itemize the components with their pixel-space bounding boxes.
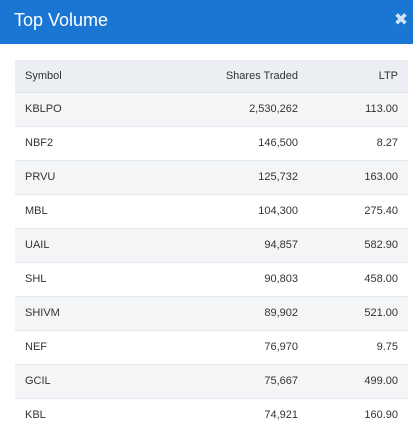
ltp-cell: 9.75 xyxy=(308,330,408,365)
table-header: Symbol Shares Traded LTP xyxy=(15,60,408,93)
table-row[interactable]: NBF2 146,500 8.27 xyxy=(15,126,408,161)
shares-traded-cell: 76,970 xyxy=(135,330,308,365)
shares-traded-cell: 75,667 xyxy=(135,364,308,399)
symbol-cell: NEF xyxy=(15,330,135,365)
ltp-cell: 582.90 xyxy=(308,228,408,263)
ltp-cell: 458.00 xyxy=(308,262,408,297)
symbol-cell: KBL xyxy=(15,398,135,423)
table-row[interactable]: SHL 90,803 458.00 xyxy=(15,262,408,297)
ltp-cell: 521.00 xyxy=(308,296,408,331)
table-row[interactable]: SHIVM 89,902 521.00 xyxy=(15,296,408,331)
shares-traded-cell: 146,500 xyxy=(135,126,308,161)
table-body: KBLPO 2,530,262 113.00 NBF2 146,500 8.27… xyxy=(15,92,408,423)
table-row[interactable]: NEF 76,970 9.75 xyxy=(15,330,408,365)
shares-traded-cell: 125,732 xyxy=(135,160,308,195)
symbol-cell: GCIL xyxy=(15,364,135,399)
symbol-cell: SHIVM xyxy=(15,296,135,331)
ltp-cell: 8.27 xyxy=(308,126,408,161)
ltp-cell: 113.00 xyxy=(308,92,408,127)
modal-header: Top Volume ✖ xyxy=(0,0,413,44)
symbol-cell: MBL xyxy=(15,194,135,229)
column-header-shares-traded[interactable]: Shares Traded xyxy=(135,60,308,93)
ltp-cell: 275.40 xyxy=(308,194,408,229)
symbol-cell: NBF2 xyxy=(15,126,135,161)
symbol-cell: UAIL xyxy=(15,228,135,263)
modal-title: Top Volume xyxy=(14,10,109,30)
shares-traded-cell: 74,921 xyxy=(135,398,308,423)
table-header-row: Symbol Shares Traded LTP xyxy=(15,60,408,93)
table-row[interactable]: KBL 74,921 160.90 xyxy=(15,398,408,423)
column-header-symbol[interactable]: Symbol xyxy=(15,60,135,93)
symbol-cell: KBLPO xyxy=(15,92,135,127)
table-row[interactable]: KBLPO 2,530,262 113.00 xyxy=(15,92,408,127)
shares-traded-cell: 90,803 xyxy=(135,262,308,297)
ltp-cell: 163.00 xyxy=(308,160,408,195)
table-row[interactable]: GCIL 75,667 499.00 xyxy=(15,364,408,399)
shares-traded-cell: 94,857 xyxy=(135,228,308,263)
shares-traded-cell: 89,902 xyxy=(135,296,308,331)
ltp-cell: 499.00 xyxy=(308,364,408,399)
ltp-cell: 160.90 xyxy=(308,398,408,423)
table-row[interactable]: MBL 104,300 275.40 xyxy=(15,194,408,229)
shares-traded-cell: 104,300 xyxy=(135,194,308,229)
shares-traded-cell: 2,530,262 xyxy=(135,92,308,127)
table-row[interactable]: PRVU 125,732 163.00 xyxy=(15,160,408,195)
symbol-cell: SHL xyxy=(15,262,135,297)
top-volume-table: Symbol Shares Traded LTP KBLPO 2,530,262… xyxy=(15,60,408,423)
modal-body: Symbol Shares Traded LTP KBLPO 2,530,262… xyxy=(0,44,413,423)
symbol-cell: PRVU xyxy=(15,160,135,195)
table-row[interactable]: UAIL 94,857 582.90 xyxy=(15,228,408,263)
close-icon[interactable]: ✖ xyxy=(393,10,409,29)
column-header-ltp[interactable]: LTP xyxy=(308,60,408,93)
